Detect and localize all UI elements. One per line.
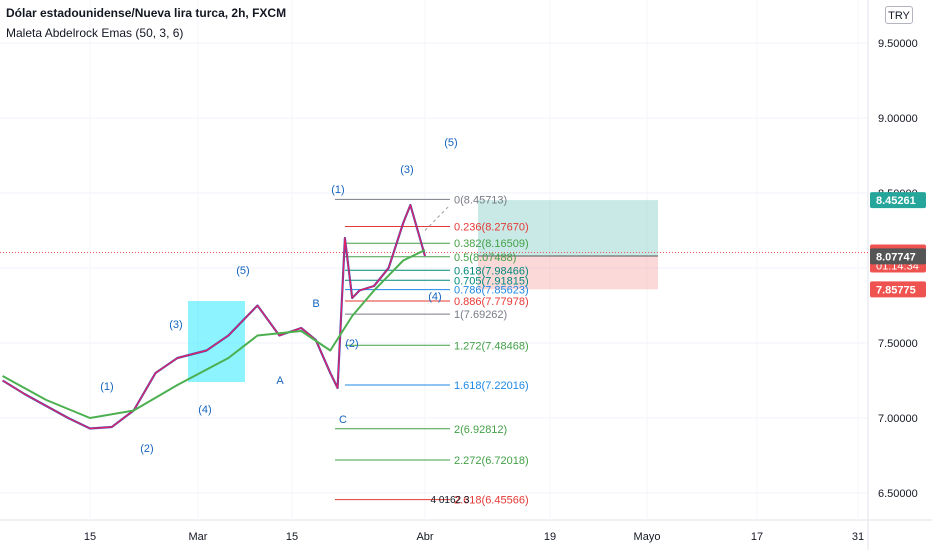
x-tick-label: 15 — [84, 531, 96, 543]
x-tick-label: Mar — [189, 531, 208, 543]
x-tick-label: Abr — [416, 531, 433, 543]
wave-4-zone — [188, 301, 245, 382]
fib-label: 1.618(7.22016) — [454, 380, 529, 392]
price-badge — [870, 192, 926, 209]
fib-label: 0.5(8.07488) — [454, 252, 516, 264]
price-badge — [870, 248, 926, 265]
fib-label: 0.382(8.16509) — [454, 238, 529, 250]
wave-label: (1) — [331, 184, 344, 196]
wave-label: C — [339, 414, 347, 426]
fib-label: 0.705(7.91815) — [454, 275, 529, 287]
wave-label: (5) — [444, 137, 457, 149]
chart-zones — [188, 200, 658, 382]
y-tick-label: 6.50000 — [878, 488, 918, 500]
currency-button[interactable]: TRY — [885, 6, 913, 24]
fib-label: 2.272(6.72018) — [454, 455, 529, 467]
y-tick-label: 9.50000 — [878, 38, 918, 50]
x-tick-label: 15 — [286, 531, 298, 543]
y-tick-label: 9.00000 — [878, 113, 918, 125]
wave-label: (1) — [100, 381, 113, 393]
fib-label: 1(7.69262) — [454, 309, 507, 321]
fib-label: 0.886(7.77978) — [454, 296, 529, 308]
wave-label: (4) — [428, 291, 441, 303]
stop-zone — [478, 256, 658, 290]
x-tick-label: 31 — [852, 531, 864, 543]
fib-label: 2(6.92812) — [454, 424, 507, 436]
wave-label: (3) — [400, 164, 413, 176]
wave-label: (2) — [345, 338, 358, 350]
ema-line — [2, 249, 426, 419]
fib-label: 0.618(7.98466) — [454, 265, 529, 277]
price-badge-label: 8.45261 — [876, 195, 916, 207]
x-tick-label: 19 — [544, 531, 556, 543]
fib-label: 0(8.45713) — [454, 194, 507, 206]
price-badge-label: 7.85775 — [876, 284, 916, 296]
fib-label: 0.786(7.85623) — [454, 285, 529, 297]
price-badge — [870, 281, 926, 298]
fib-label: 1.272(7.48468) — [454, 340, 529, 352]
wave-label: (2) — [140, 443, 153, 455]
x-tick-label: 17 — [751, 531, 763, 543]
event-marker: 4 0162 3 — [431, 495, 470, 506]
indicator-label: Maleta Abdelrock Emas (50, 3, 6) — [6, 26, 184, 40]
y-tick-label: 7.50000 — [878, 338, 918, 350]
wave-label: (4) — [198, 404, 211, 416]
y-tick-label: 7.00000 — [878, 413, 918, 425]
price-series — [2, 203, 451, 430]
x-axis: 15 Mar 15 Abr 19 Mayo 17 31 — [84, 531, 864, 543]
wave-label: (5) — [236, 265, 249, 277]
x-tick-label: Mayo — [634, 531, 661, 543]
wave-labels: (1) (2) (3) (4) (5) A B C (1) (2) (3) (4) (5) 4 0162 … — [100, 137, 470, 506]
target-zone — [478, 200, 658, 256]
fibonacci-levels: 0(8.45713) 0.236(8.27670) 0.382(8.16509) 0.… — [0, 194, 868, 507]
wave-label: B — [312, 298, 319, 310]
price-badge-label: 8.07747 — [876, 251, 916, 263]
wave-label: A — [276, 375, 284, 387]
fib-label: 2.618(6.45566) — [454, 495, 529, 507]
fib-label: 0.236(8.27670) — [454, 221, 529, 233]
wave-label: (3) — [169, 319, 182, 331]
price-line — [2, 204, 426, 430]
chart-title: Dólar estadounidense/Nueva lira turca, 2… — [6, 6, 287, 20]
